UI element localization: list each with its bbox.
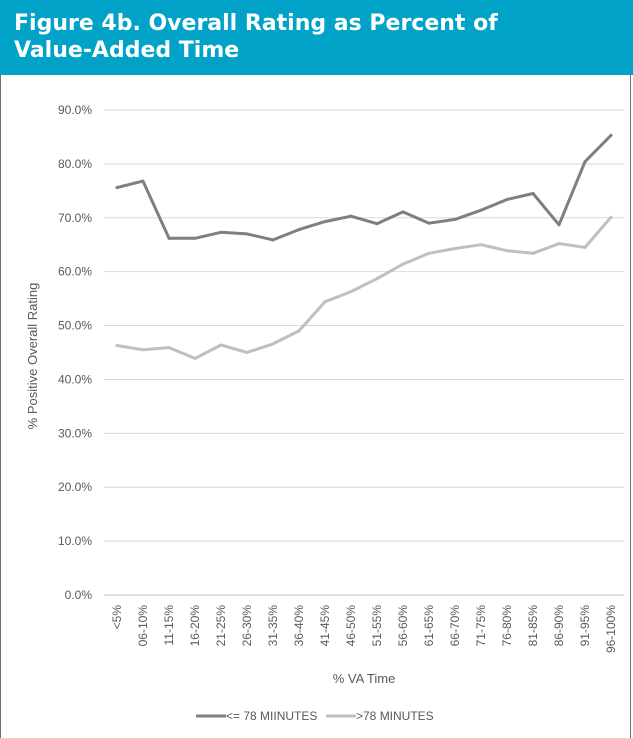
data-point	[583, 160, 587, 164]
data-point	[375, 222, 379, 226]
y-tick-label: 80.0%	[58, 157, 92, 171]
data-point	[245, 351, 249, 354]
figure-title-line1: Figure 4b. Overall Rating as Percent of	[14, 11, 498, 36]
data-point	[141, 348, 145, 352]
y-tick-label: 70.0%	[58, 211, 92, 225]
x-tick-label: 96-100%	[604, 605, 618, 653]
series-line-2	[115, 215, 613, 360]
data-point	[141, 179, 145, 183]
data-point	[297, 329, 301, 333]
y-tick-label: 60.0%	[58, 265, 92, 279]
data-point	[583, 245, 587, 249]
x-tick-labels: <5% 06-10% 11-15% 16-20% 21-25% 26-30% 31-35% 3…	[110, 605, 618, 653]
x-tick-label: 66-70%	[448, 605, 462, 647]
data-point	[193, 236, 197, 240]
x-tick-label: <5%	[110, 605, 124, 630]
data-point	[349, 214, 353, 218]
data-point	[609, 215, 613, 219]
x-tick-label: 51-55%	[370, 605, 384, 647]
x-tick-label: 16-20%	[188, 605, 202, 647]
legend-label: <= 78 MIINUTES	[226, 709, 317, 723]
data-point	[245, 232, 249, 236]
y-tick-label: 0.0%	[65, 588, 93, 602]
series-line-1	[115, 133, 613, 242]
data-point	[271, 238, 275, 242]
x-tick-label: 36-40%	[292, 605, 306, 647]
data-point	[401, 262, 405, 266]
x-tick-label: 41-45%	[318, 605, 332, 647]
data-point	[609, 133, 613, 137]
y-tick-label: 90.0%	[58, 103, 92, 117]
data-point	[323, 220, 327, 224]
x-tick-label: 86-90%	[552, 605, 566, 647]
x-tick-label: 26-30%	[240, 605, 254, 647]
data-point	[531, 251, 535, 255]
data-point	[557, 223, 561, 227]
series-lines	[115, 133, 613, 360]
data-point	[427, 251, 431, 255]
x-tick-label: 46-50%	[344, 605, 358, 647]
data-point	[427, 221, 431, 225]
x-tick-label: 11-15%	[162, 605, 176, 646]
x-tick-label: 31-35%	[266, 605, 280, 647]
data-point	[297, 228, 301, 232]
gridlines	[104, 109, 624, 596]
data-point	[271, 342, 275, 346]
y-axis-label: % Positive Overall Rating	[25, 283, 40, 430]
data-point	[505, 249, 509, 253]
legend-label: >78 MINUTES	[356, 709, 434, 723]
y-tick-labels: 0.0% 10.0% 20.0% 30.0% 40.0% 50.0% 60.0% 70.0% 8…	[58, 103, 92, 602]
data-point	[557, 242, 561, 246]
data-point	[531, 192, 535, 196]
data-point	[479, 243, 483, 247]
figure-title-line2: Value-Added Time	[14, 38, 240, 63]
y-tick-label: 30.0%	[58, 426, 92, 440]
data-point	[349, 290, 353, 294]
y-tick-label: 20.0%	[58, 480, 92, 494]
x-tick-label: 71-75%	[474, 605, 488, 647]
y-tick-label: 40.0%	[58, 372, 92, 386]
legend: <= 78 MIINUTES >78 MINUTES	[196, 709, 434, 723]
data-point	[401, 210, 405, 214]
data-point	[453, 246, 457, 250]
data-point	[479, 208, 483, 212]
data-point	[323, 300, 327, 304]
y-tick-label: 10.0%	[58, 534, 92, 548]
data-point	[115, 186, 119, 190]
data-point	[375, 277, 379, 281]
x-tick-label: 76-80%	[500, 605, 514, 647]
data-point	[219, 230, 223, 234]
x-axis-label: % VA Time	[333, 671, 396, 686]
x-tick-label: 56-60%	[396, 605, 410, 647]
x-tick-label: 61-65%	[422, 605, 436, 647]
data-point	[505, 197, 509, 201]
data-point	[167, 236, 171, 240]
chart-frame	[0, 75, 631, 738]
x-tick-label: 91-95%	[578, 605, 592, 647]
y-tick-label: 50.0%	[58, 319, 92, 333]
data-point	[193, 356, 197, 360]
figure-header: Figure 4b. Overall Rating as Percent of …	[0, 0, 633, 75]
data-point	[219, 343, 223, 347]
x-tick-label: 21-25%	[214, 605, 228, 647]
data-point	[453, 217, 457, 221]
x-tick-label: 81-85%	[526, 605, 540, 647]
data-point	[167, 346, 171, 350]
x-tick-label: 06-10%	[136, 605, 150, 647]
data-point	[115, 343, 119, 347]
